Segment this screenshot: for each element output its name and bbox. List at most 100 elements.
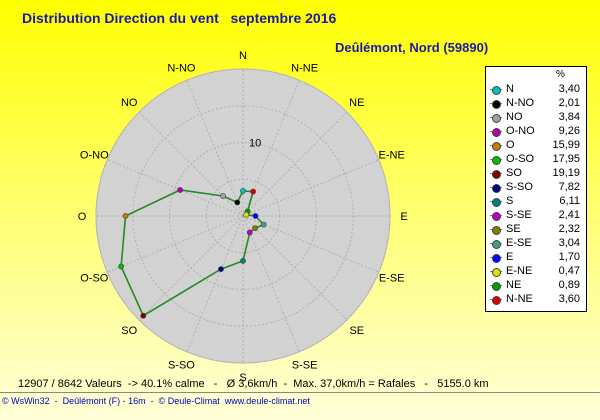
legend-marker xyxy=(492,226,501,235)
data-point-s-so xyxy=(218,266,224,272)
legend-marker xyxy=(492,296,501,305)
legend-marker xyxy=(492,198,501,207)
direction-label: E xyxy=(400,211,407,223)
legend-item: SE 2,32 xyxy=(490,223,582,237)
direction-label: O xyxy=(78,211,87,223)
legend-item: S-SE 2,41 xyxy=(490,209,582,223)
legend-value: 17,95 xyxy=(552,153,580,165)
legend-label: SE xyxy=(506,223,521,235)
legend-item: NO 3,84 xyxy=(490,111,582,125)
data-point-o xyxy=(122,213,129,219)
legend-label: NO xyxy=(506,111,523,123)
legend-item: E 1,70 xyxy=(490,251,582,265)
direction-label: E-SE xyxy=(379,273,405,285)
legend-value: 0,89 xyxy=(558,279,580,291)
legend-item: O-SO 17,95 xyxy=(490,153,582,167)
data-point-se xyxy=(252,225,258,231)
rose-spoke xyxy=(186,215,244,352)
legend-label: O-SO xyxy=(506,153,535,165)
legend-value: 3,84 xyxy=(558,111,580,123)
rose-ring xyxy=(132,105,354,327)
legend-value: 2,32 xyxy=(558,223,580,235)
chart-title: Distribution Direction du vent septembre… xyxy=(22,10,337,26)
data-point-so xyxy=(140,312,147,319)
legend-item: N-NE 3,60 xyxy=(490,293,582,307)
legend-label: S xyxy=(506,195,514,207)
footer-divider xyxy=(0,392,600,393)
direction-label: S xyxy=(239,372,246,384)
legend-value: 0,47 xyxy=(558,265,580,277)
legend-item: O-NO 9,26 xyxy=(490,125,582,139)
legend-marker xyxy=(492,128,501,137)
legend-label: O-NO xyxy=(506,125,535,137)
data-point-s-se xyxy=(246,229,253,236)
chart-subtitle: Deûlémont, Nord (59890) xyxy=(335,40,489,55)
legend-marker xyxy=(492,254,501,263)
legend-value: 3,40 xyxy=(558,83,580,95)
legend-marker xyxy=(492,282,501,291)
legend-value: 1,70 xyxy=(558,251,580,263)
legend-label: N xyxy=(506,83,514,95)
direction-label: SO xyxy=(121,325,137,337)
direction-label: S-SO xyxy=(168,360,195,372)
rose-spoke xyxy=(242,215,300,352)
direction-label: N xyxy=(239,50,247,62)
direction-label: NE xyxy=(349,97,364,109)
legend-item: E-NE 0,47 xyxy=(490,265,582,279)
direction-label: N-NE xyxy=(291,62,318,74)
legend-item: O 15,99 xyxy=(490,139,582,153)
legend-header: % xyxy=(556,69,565,80)
legend-value: 3,04 xyxy=(558,237,580,249)
legend-item: N-NO 2,01 xyxy=(490,97,582,111)
legend-item: S-SO 7,82 xyxy=(490,181,582,195)
footer-stats: 12907 / 8642 Valeurs -> 40.1% calme - Ø … xyxy=(18,378,489,390)
legend-marker xyxy=(492,156,501,165)
rose-spoke xyxy=(186,80,244,217)
legend-label: S-SE xyxy=(506,209,532,221)
legend-value: 7,82 xyxy=(558,181,580,193)
direction-label: O-SO xyxy=(80,273,109,285)
data-point-n-ne xyxy=(250,188,256,195)
direction-label: O-NO xyxy=(80,149,109,161)
legend-marker xyxy=(492,86,501,95)
legend-marker xyxy=(492,268,501,277)
direction-label: S-SE xyxy=(292,360,318,372)
legend-label: NE xyxy=(506,279,522,291)
data-point-no xyxy=(220,193,226,199)
legend-item: N 3,40 xyxy=(490,83,582,97)
legend-value: 15,99 xyxy=(552,139,580,151)
data-point-e-ne xyxy=(243,211,250,218)
legend-item: E-SE 3,04 xyxy=(490,237,582,251)
rose-ring xyxy=(95,68,391,364)
rose-spoke xyxy=(242,159,379,217)
direction-label: SE xyxy=(349,325,364,337)
legend-marker xyxy=(492,142,501,151)
rose-spoke xyxy=(107,215,244,273)
data-point-o-no xyxy=(177,187,183,193)
legend-marker xyxy=(492,184,501,193)
legend-label: N-NO xyxy=(506,97,535,109)
legend-marker xyxy=(492,100,501,109)
legend-marker xyxy=(492,212,501,221)
legend-value: 2,01 xyxy=(558,97,580,109)
data-point-n xyxy=(240,188,246,194)
legend-value: 19,19 xyxy=(552,167,580,179)
legend-marker xyxy=(492,114,501,123)
data-point-o-so xyxy=(118,263,124,270)
legend-marker xyxy=(492,170,501,179)
footer-credit: © WsWin32 - Deûlémont (F) - 16m - © Deul… xyxy=(2,396,310,406)
data-point-e-se xyxy=(260,221,267,228)
data-point-e xyxy=(252,213,259,219)
rose-spoke xyxy=(107,159,244,217)
rose-spoke xyxy=(138,215,244,321)
direction-label: N-NO xyxy=(167,62,196,74)
legend-label: SO xyxy=(506,167,522,179)
direction-label: E-NE xyxy=(379,149,405,161)
legend-item: NE 0,89 xyxy=(490,279,582,293)
legend-value: 2,41 xyxy=(558,209,580,221)
legend-label: E-NE xyxy=(506,265,533,277)
legend-marker xyxy=(492,240,501,249)
legend-value: 9,26 xyxy=(558,125,580,137)
